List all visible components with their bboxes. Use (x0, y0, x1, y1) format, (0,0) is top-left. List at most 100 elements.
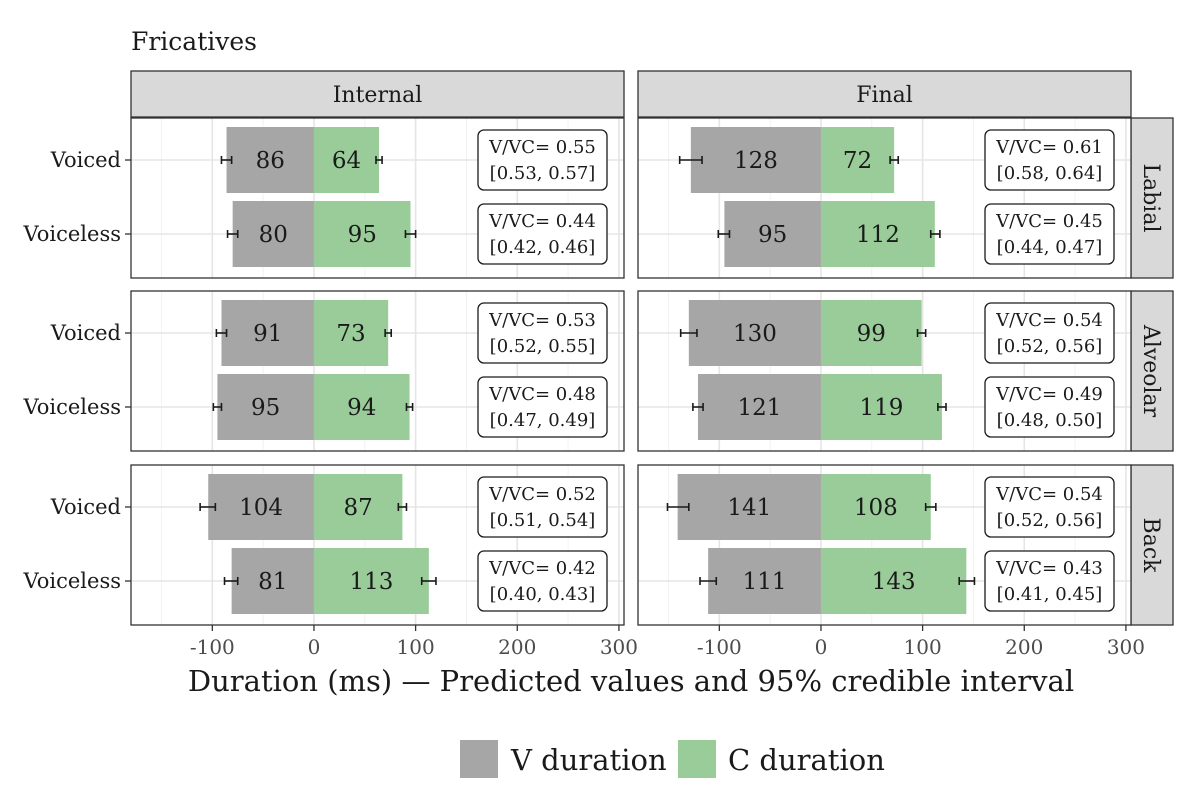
c-duration-bar (820, 374, 942, 440)
column-strip-label: Internal (333, 83, 423, 108)
v-ci-errorbar (679, 329, 698, 337)
c-duration-value: 143 (872, 569, 916, 595)
v-duration-value: 121 (738, 395, 782, 421)
ratio-annotation-box (984, 550, 1115, 612)
column-strip-final (637, 70, 1132, 118)
v-duration-value: 141 (727, 495, 771, 521)
c-ci-errorbar (384, 329, 393, 337)
row-strip-label: Labial (1138, 164, 1163, 233)
panel-internal-back: 104 87 V/VC= 0.52 [0.51, 0.54] 81 113 V/VC= 0.… (23, 464, 638, 659)
v-ci-errorbar (199, 503, 217, 511)
ratio-value: V/VC= 0.48 (488, 384, 596, 405)
x-axis-title: Duration (ms) — Predicted values and 95%… (188, 664, 1074, 698)
c-duration-value: 72 (843, 148, 872, 174)
c-duration-value: 108 (854, 495, 898, 521)
c-duration-bar (313, 201, 411, 267)
ratio-annotation-box (477, 302, 608, 364)
v-duration-value: 86 (256, 148, 285, 174)
c-duration-bar (820, 548, 967, 614)
v-duration-value: 95 (758, 222, 787, 248)
x-tick-label: 300 (1107, 635, 1145, 659)
v-duration-value: 128 (734, 148, 778, 174)
panel-internal-labial: 86 64 V/VC= 0.55 [0.53, 0.57] 80 95 V/VC= 0.44… (23, 117, 625, 279)
x-tick-label: -100 (697, 635, 742, 659)
v-duration-value: 111 (743, 569, 787, 595)
c-duration-bar (313, 548, 429, 614)
x-tick-label: 200 (1005, 635, 1043, 659)
c-ci-errorbar (405, 403, 414, 411)
v-ci-errorbar (666, 503, 690, 511)
ratio-value: V/VC= 0.55 (488, 137, 596, 158)
c-duration-bar (313, 474, 403, 540)
v-duration-bar (217, 374, 314, 440)
v-duration-value: 81 (258, 569, 287, 595)
panel-final-back: 141 108 V/VC= 0.54 [0.52, 0.56] 111 143 V/VC= … (637, 464, 1145, 659)
c-duration-value: 73 (336, 321, 365, 347)
ratio-value: V/VC= 0.61 (995, 137, 1103, 158)
category-label: Voiced (50, 321, 121, 345)
v-duration-value: 95 (251, 395, 280, 421)
c-duration-value: 112 (856, 222, 900, 248)
ratio-value: V/VC= 0.53 (488, 310, 596, 331)
v-duration-bar (690, 127, 821, 193)
ratio-annotation-box (477, 476, 608, 538)
c-ci-errorbar (889, 156, 900, 164)
v-ci-errorbar (678, 156, 703, 164)
x-tick-label: 0 (308, 635, 321, 659)
c-duration-bar (820, 127, 895, 193)
legend-swatch-c (678, 740, 716, 778)
c-duration-bar (313, 300, 389, 366)
x-tick-label: 200 (498, 635, 536, 659)
ratio-value: V/VC= 0.42 (488, 558, 596, 579)
legend: V duration C duration (460, 740, 885, 778)
c-ci-errorbar (916, 329, 927, 337)
v-ci-errorbar (220, 156, 233, 164)
ratio-interval: [0.52, 0.56] (997, 510, 1103, 531)
v-ci-errorbar (699, 577, 718, 585)
c-duration-value: 94 (347, 395, 376, 421)
v-duration-bar (231, 548, 314, 614)
row-strip-alveolar (1130, 290, 1174, 452)
c-duration-bar (820, 201, 935, 267)
v-duration-bar (232, 201, 314, 267)
c-duration-value: 113 (349, 569, 393, 595)
panel-border (130, 464, 625, 626)
ratio-value: V/VC= 0.45 (995, 211, 1103, 232)
v-ci-errorbar (212, 403, 223, 411)
v-duration-bar (697, 374, 821, 440)
ratio-interval: [0.53, 0.57] (490, 163, 596, 184)
ratio-annotation-box (984, 129, 1115, 191)
ratio-interval: [0.52, 0.56] (997, 336, 1103, 357)
x-tick-label: 300 (600, 635, 638, 659)
v-duration-bar (221, 300, 314, 366)
panel-final-labial: 128 72 V/VC= 0.61 [0.58, 0.64] 95 112 V/VC= 0.… (637, 117, 1132, 279)
ratio-value: V/VC= 0.49 (995, 384, 1103, 405)
row-strip-label: Back (1138, 518, 1163, 574)
facet-panels: Internal Final Labial Alveolar Back 86 64 V/VC=… (23, 70, 1174, 659)
row-strip-label: Alveolar (1138, 324, 1163, 418)
c-ci-errorbar (958, 577, 976, 585)
c-duration-bar (313, 127, 380, 193)
v-ci-errorbar (717, 230, 731, 238)
c-duration-bar (820, 300, 922, 366)
legend-label: V duration (510, 743, 667, 777)
category-label: Voiced (50, 148, 121, 172)
panel-border (637, 117, 1132, 279)
ratio-interval: [0.47, 0.49] (490, 410, 596, 431)
chart-title: Fricatives (131, 27, 257, 56)
c-duration-value: 119 (859, 395, 903, 421)
ratio-annotation-box (477, 129, 608, 191)
x-tick-label: 0 (815, 635, 828, 659)
c-duration-bar (820, 474, 931, 540)
category-label: Voiceless (23, 222, 121, 246)
v-duration-value: 91 (253, 321, 282, 347)
category-label: Voiceless (23, 395, 121, 419)
c-ci-errorbar (375, 156, 383, 164)
ratio-value: V/VC= 0.44 (488, 211, 596, 232)
column-strip-internal (130, 70, 625, 118)
v-duration-bar (708, 548, 821, 614)
x-tick-label: 100 (904, 635, 942, 659)
v-duration-bar (724, 201, 821, 267)
